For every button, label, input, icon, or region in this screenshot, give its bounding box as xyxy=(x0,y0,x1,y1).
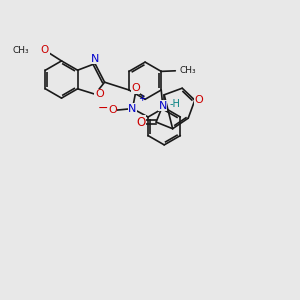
Text: N: N xyxy=(91,54,99,64)
Text: O: O xyxy=(95,89,104,99)
Text: O: O xyxy=(41,45,49,56)
Text: O: O xyxy=(136,116,145,129)
Text: CH₃: CH₃ xyxy=(180,66,196,75)
Text: -H: -H xyxy=(169,99,180,109)
Text: N: N xyxy=(128,103,137,114)
Text: +: + xyxy=(138,94,146,103)
Text: N: N xyxy=(158,100,167,111)
Text: −: − xyxy=(98,102,109,115)
Text: O: O xyxy=(131,83,140,93)
Text: O: O xyxy=(195,95,204,105)
Text: O: O xyxy=(108,105,117,115)
Text: CH₃: CH₃ xyxy=(13,46,29,55)
